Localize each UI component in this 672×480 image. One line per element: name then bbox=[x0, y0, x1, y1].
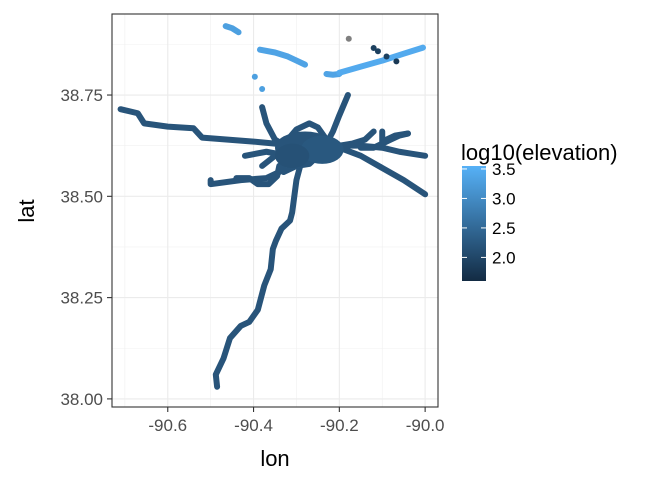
data-points bbox=[117, 23, 429, 390]
data-point bbox=[370, 45, 377, 52]
x-tick-label: -90.6 bbox=[148, 416, 187, 435]
y-tick-label: 38.25 bbox=[60, 289, 103, 308]
gps-track bbox=[336, 128, 377, 149]
y-axis: 38.00 38.25 38.50 38.75 bbox=[60, 86, 112, 409]
dense-point-cluster bbox=[275, 143, 310, 168]
gps-track bbox=[233, 162, 283, 188]
gps-track bbox=[117, 106, 300, 149]
plot-panel bbox=[112, 14, 438, 407]
x-tick-label: -90.4 bbox=[234, 416, 273, 435]
data-point bbox=[383, 53, 390, 60]
dense-point-cluster bbox=[300, 135, 344, 164]
y-tick-label: 38.50 bbox=[60, 187, 103, 206]
legend-tick-label: 2.5 bbox=[492, 219, 516, 238]
gps-track bbox=[336, 144, 429, 198]
y-tick-label: 38.00 bbox=[60, 390, 103, 409]
data-point bbox=[374, 48, 381, 55]
plot-area bbox=[111, 13, 439, 408]
data-point bbox=[345, 35, 352, 42]
data-point bbox=[259, 85, 266, 92]
data-point bbox=[393, 58, 400, 65]
gps-track bbox=[222, 23, 242, 36]
color-legend: log10(elevation) 2.0 2.5 3.0 3.5 bbox=[461, 140, 618, 281]
gps-track bbox=[379, 128, 411, 145]
legend-tick-label: 3.0 bbox=[492, 189, 516, 208]
gps-track bbox=[212, 160, 304, 390]
x-axis: -90.6 -90.4 -90.2 -90.0 bbox=[148, 407, 445, 435]
gps-track bbox=[256, 46, 309, 68]
legend-tick-label: 2.0 bbox=[492, 248, 516, 267]
major-gridlines bbox=[112, 14, 438, 407]
data-point bbox=[251, 73, 258, 80]
legend-tick-label: 3.5 bbox=[492, 160, 516, 179]
legend-ticks: 2.0 2.5 3.0 3.5 bbox=[462, 160, 516, 267]
gps-track bbox=[336, 44, 426, 76]
plot-panel-border bbox=[111, 13, 439, 408]
x-axis-title: lon bbox=[260, 446, 289, 471]
x-tick-label: -90.0 bbox=[406, 416, 445, 435]
gps-track bbox=[336, 142, 429, 159]
x-tick-label: -90.2 bbox=[320, 416, 359, 435]
y-axis-title: lat bbox=[14, 199, 39, 222]
legend-colorbar bbox=[462, 166, 486, 281]
y-tick-label: 38.75 bbox=[60, 86, 103, 105]
legend-title: log10(elevation) bbox=[461, 140, 618, 165]
